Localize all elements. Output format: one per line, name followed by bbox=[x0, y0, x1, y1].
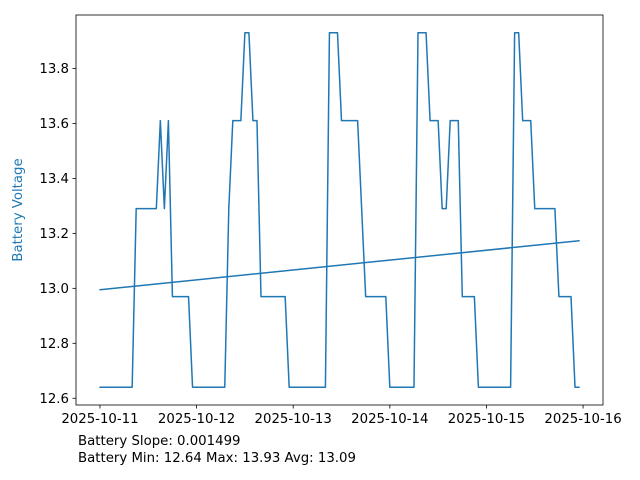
y-tick-label: 13.8 bbox=[39, 62, 69, 77]
y-tick-label: 13.2 bbox=[39, 227, 69, 242]
y-tick-label: 13.6 bbox=[39, 117, 69, 132]
battery-slope-text: Battery Slope: 0.001499 bbox=[78, 434, 241, 449]
battery-voltage-line bbox=[99, 31, 580, 389]
trend-line bbox=[99, 240, 580, 291]
x-tick-label: 2025-10-12 bbox=[158, 412, 235, 427]
x-tick-label: 2025-10-15 bbox=[448, 412, 525, 427]
y-tick-label: 13.4 bbox=[39, 172, 69, 187]
x-tick-label: 2025-10-11 bbox=[61, 412, 138, 427]
y-tick-label: 12.6 bbox=[39, 392, 69, 407]
y-tick-label: 12.8 bbox=[39, 337, 69, 352]
x-tick-label: 2025-10-16 bbox=[544, 412, 621, 427]
y-axis-label: Battery Voltage bbox=[11, 158, 26, 261]
x-tick-label: 2025-10-13 bbox=[255, 412, 332, 427]
battery-min-max-avg-text: Battery Min: 12.64 Max: 13.93 Avg: 13.09 bbox=[78, 451, 356, 466]
y-tick-label: 13.0 bbox=[39, 282, 69, 297]
plot-frame bbox=[75, 14, 604, 406]
x-tick-label: 2025-10-14 bbox=[351, 412, 428, 427]
